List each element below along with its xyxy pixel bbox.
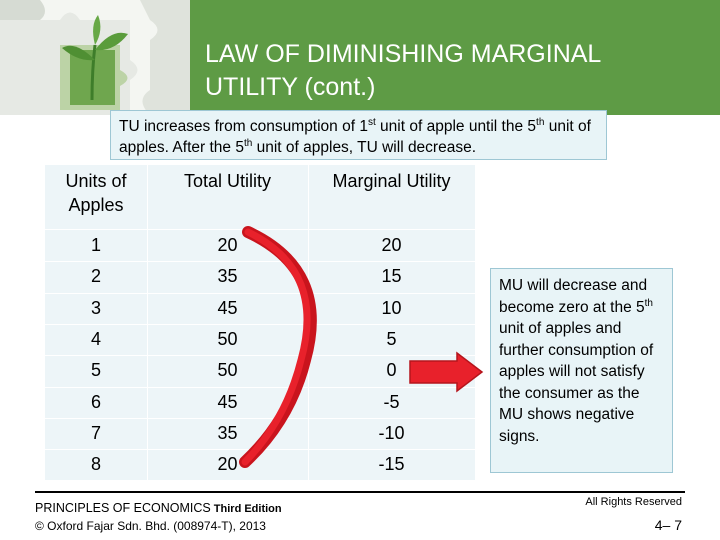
slide-title-line2: UTILITY (cont.) — [205, 73, 376, 101]
cell-units: 3 — [90, 297, 101, 318]
footer-credit: PRINCIPLES OF ECONOMICS Third Edition © … — [35, 500, 282, 535]
book-title: PRINCIPLES OF ECONOMICS — [35, 501, 211, 515]
cell-units: 4 — [90, 328, 101, 349]
cell-units: 2 — [90, 266, 101, 287]
header-total-utility: Total Utility — [183, 171, 272, 191]
callout-sup-1: st — [367, 117, 376, 128]
cell-marginal-utility: 0 — [386, 360, 397, 381]
header-units: Units of Apples — [45, 169, 147, 217]
cell-units: 8 — [90, 454, 101, 475]
cell-total-utility: 50 — [217, 328, 238, 349]
right-arrow-icon — [409, 351, 484, 393]
cell-units: 5 — [90, 360, 101, 381]
cell-marginal-utility: 5 — [386, 328, 397, 349]
rights-text: All Rights Reserved — [585, 496, 682, 508]
row-divider — [45, 417, 475, 419]
row-divider — [45, 323, 475, 325]
mu-note-box: MU will decrease and become zero at the … — [490, 268, 673, 473]
header-units-line1: Units of — [65, 171, 127, 191]
callout-text-3: unit of apples. After the 5 — [119, 118, 591, 156]
callout-sup-3: th — [243, 138, 253, 149]
column-divider — [147, 165, 148, 480]
cell-marginal-utility: 20 — [381, 235, 402, 255]
utility-table: Units of Apples Total Utility Marginal U… — [45, 165, 475, 480]
cell-total-utility: 45 — [217, 391, 238, 412]
tu-callout-box: TU increases from consumption of 1st uni… — [110, 110, 607, 160]
note-text-2: unit of apples and further consumption o… — [499, 320, 654, 445]
cell-total-utility: 20 — [217, 235, 238, 255]
slide-title: LAW OF DIMINISHING MARGINAL UTILITY (con… — [205, 38, 705, 104]
slide-title-line1: LAW OF DIMINISHING MARGINAL — [205, 40, 602, 68]
row-divider — [45, 386, 475, 388]
cell-marginal-utility: 15 — [381, 266, 402, 287]
cell-total-utility: 20 — [217, 454, 238, 475]
cell-marginal-utility: 10 — [381, 297, 402, 318]
note-text-1: MU will decrease and become zero at the … — [499, 277, 648, 316]
book-edition: Third Edition — [210, 503, 282, 515]
cell-marginal-utility: -10 — [378, 422, 405, 443]
cell-units: 7 — [90, 422, 101, 443]
callout-sup-2: th — [536, 117, 545, 128]
title-band — [190, 0, 720, 115]
row-divider — [45, 261, 475, 263]
header-marginal-utility: Marginal Utility — [332, 171, 451, 191]
cell-total-utility: 35 — [217, 422, 238, 443]
cell-marginal-utility: -15 — [378, 454, 405, 475]
callout-text-1: TU increases from consumption of 1 — [119, 118, 368, 135]
note-sup: th — [644, 297, 653, 309]
cell-total-utility: 35 — [217, 266, 238, 287]
puzzle-plant-image — [0, 0, 190, 115]
cell-total-utility: 45 — [217, 297, 238, 318]
row-divider — [45, 292, 475, 294]
footer-divider — [35, 491, 685, 493]
curved-bracket-icon — [239, 226, 317, 468]
cell-total-utility: 50 — [217, 360, 238, 381]
callout-text-2: unit of apple until the 5 — [375, 118, 537, 135]
cell-marginal-utility: -5 — [383, 391, 400, 412]
page-number: 4– 7 — [654, 517, 682, 533]
row-divider — [45, 355, 475, 357]
header-units-line2: Apples — [68, 195, 124, 215]
copyright-text: © Oxford Fajar Sdn. Bhd. (008974-T), 201… — [35, 519, 266, 533]
cell-units: 6 — [90, 391, 101, 412]
callout-text-4: unit of apples, TU will decrease. — [252, 139, 477, 156]
header-divider — [45, 229, 475, 230]
cell-units: 1 — [90, 235, 101, 255]
